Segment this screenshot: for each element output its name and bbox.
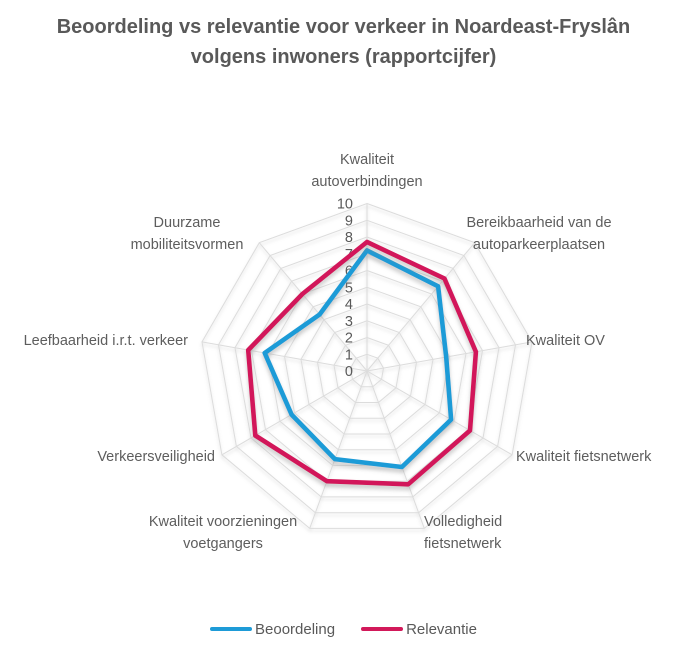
legend-line-relevantie-icon <box>361 626 404 632</box>
series-beoordeling <box>262 248 454 470</box>
series-relevantie <box>245 239 479 487</box>
svg-text:0: 0 <box>345 364 353 380</box>
svg-text:1: 1 <box>345 347 353 363</box>
chart-legend: Beoordeling Relevantie <box>0 616 687 642</box>
svg-text:9: 9 <box>345 213 353 229</box>
axis-label-voorzieningen-voetgangers: Kwaliteit voorzieningen voetgangers <box>148 514 298 552</box>
svg-text:10: 10 <box>337 197 353 213</box>
axis-label-kwaliteit-ov: Kwaliteit OV <box>526 333 605 349</box>
radar-gridlines <box>201 202 533 529</box>
svg-text:4: 4 <box>345 297 353 313</box>
svg-text:8: 8 <box>345 230 353 246</box>
svg-text:5: 5 <box>345 280 353 296</box>
axis-label-volledigheid-fietsnetwerk: Volledigheid fietsnetwerk <box>424 514 503 552</box>
legend-label-relevantie: Relevantie <box>406 620 477 638</box>
axis-label-leefbaarheid-verkeer: Leefbaarheid i.r.t. verkeer <box>23 333 188 349</box>
svg-text:3: 3 <box>345 314 353 330</box>
legend-label-beoordeling: Beoordeling <box>255 620 336 638</box>
axis-label-verkeersveiligheid: Verkeersveiligheid <box>97 449 215 465</box>
legend-line-beoordeling-icon <box>210 626 253 632</box>
axis-label-bereikbaarheid-autoparkeerplaatsen: Bereikbaarheid van de autoparkeerplaatse… <box>466 215 612 253</box>
axis-label-kwaliteit-autoverbindingen: Kwaliteit autoverbindingen <box>311 152 423 190</box>
legend-item-relevantie: Relevantie <box>361 621 477 638</box>
chart-title: Beoordeling vs relevantie voor verkeer i… <box>56 16 631 68</box>
svg-text:2: 2 <box>345 331 353 347</box>
axis-label-kwaliteit-fietsnetwerk: Kwaliteit fietsnetwerk <box>516 449 652 465</box>
legend-item-beoordeling: Beoordeling <box>210 621 335 638</box>
axis-label-duurzame-mobiliteitsvormen: Duurzame mobiliteitsvormen <box>130 215 244 253</box>
